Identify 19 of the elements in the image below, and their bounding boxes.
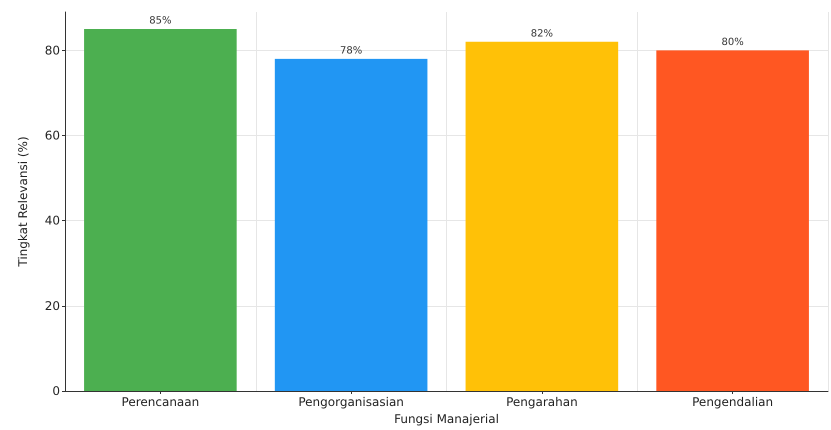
data-label: 80%: [722, 36, 744, 48]
bar: [84, 29, 237, 391]
data-label: 82%: [530, 28, 553, 40]
data-label: 85%: [149, 16, 172, 27]
x-tick-label: Pengorganisasian: [298, 395, 404, 409]
data-label: 78%: [340, 45, 362, 56]
x-axis-title: Fungsi Manajerial: [394, 412, 499, 426]
x-tick-label: Pengarahan: [506, 395, 578, 409]
y-axis-title: Tingkat Relevansi (%): [16, 136, 30, 268]
x-tick-label: Pengendalian: [692, 395, 774, 409]
y-tick-label: 80: [44, 43, 60, 58]
y-tick-label: 60: [44, 128, 60, 142]
y-tick-label: 20: [44, 298, 60, 313]
bar: [466, 42, 618, 391]
y-tick-label: 40: [44, 214, 60, 228]
bar: [656, 50, 809, 391]
y-tick-label: 0: [52, 384, 60, 398]
x-tick-label: Perencanaan: [122, 395, 200, 409]
bar: [274, 58, 428, 391]
